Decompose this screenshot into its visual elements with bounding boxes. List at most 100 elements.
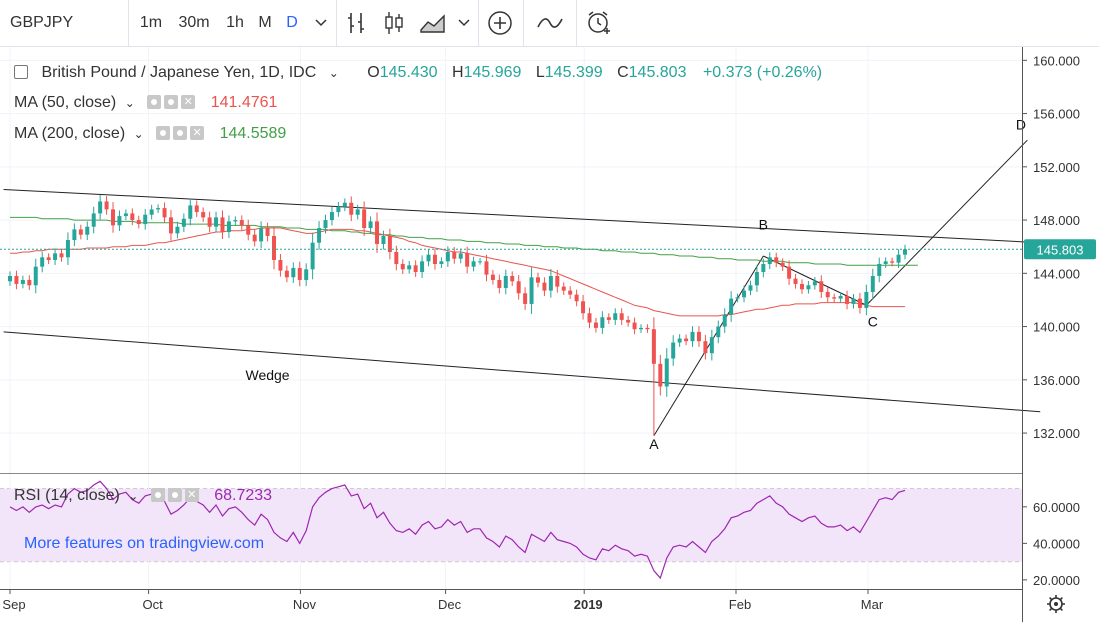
candle — [271, 226, 276, 270]
compare-icon[interactable] — [532, 0, 568, 46]
candle-body — [799, 283, 804, 290]
candle — [568, 286, 573, 299]
price-axis: 132.000 136.000 140.000 144.000 148.000 152.0… — [1022, 53, 1080, 441]
candle — [703, 334, 708, 360]
timeframe-30m[interactable]: 30m — [178, 14, 210, 31]
candle — [542, 277, 547, 296]
timeframe-1h[interactable]: 1h — [226, 14, 244, 31]
candle — [574, 289, 579, 307]
candle — [845, 290, 850, 310]
candle-body — [877, 263, 882, 276]
legend-high: 145.969 — [463, 64, 522, 81]
candle — [690, 326, 695, 347]
candle-body — [458, 253, 463, 259]
candle-body — [606, 317, 611, 320]
candle-body — [33, 266, 38, 286]
candle — [735, 293, 740, 303]
close-icon[interactable] — [184, 488, 199, 502]
candle-body — [780, 262, 785, 267]
legend-title: British Pound / Japanese Yen, 1D, IDC — [41, 64, 317, 81]
close-icon[interactable] — [190, 126, 205, 140]
close-icon[interactable] — [181, 95, 196, 109]
candle — [510, 271, 515, 286]
candle — [59, 249, 64, 262]
candle-body — [368, 221, 373, 229]
candle — [896, 249, 901, 268]
candle-body — [767, 257, 772, 264]
eye-icon[interactable] — [147, 95, 162, 109]
candle — [774, 252, 779, 268]
candle-body — [233, 220, 238, 222]
collapse-icon[interactable] — [14, 65, 28, 79]
chevron-down-icon[interactable] — [310, 0, 332, 46]
candle — [329, 206, 334, 226]
alert-clock-icon[interactable] — [584, 0, 614, 46]
candle — [600, 311, 605, 334]
chevron-down-icon[interactable]: ⌄ — [124, 96, 135, 110]
candle-body — [851, 298, 856, 304]
candle-body — [883, 261, 888, 264]
gear-icon[interactable] — [164, 95, 179, 109]
add-indicator-icon[interactable] — [486, 0, 514, 46]
candle-body — [78, 229, 83, 235]
candle-body — [870, 275, 875, 292]
candle-body — [27, 279, 32, 286]
candle-body — [149, 209, 154, 215]
candle — [400, 259, 405, 274]
candle-body — [310, 242, 315, 270]
candle — [181, 213, 186, 233]
chevron-down-icon[interactable] — [456, 0, 472, 46]
candle — [516, 274, 521, 300]
candle-body — [510, 275, 515, 282]
candle — [297, 261, 302, 287]
candle — [903, 244, 907, 260]
candle — [645, 324, 650, 333]
candle-body — [304, 269, 309, 280]
candle-body — [529, 277, 534, 304]
candle — [819, 275, 824, 298]
candle — [375, 212, 380, 254]
rsi-tick-label: 40.0000 — [1033, 536, 1080, 551]
chevron-down-icon[interactable]: ⌄ — [128, 489, 139, 503]
candle — [252, 229, 257, 247]
candle-body — [20, 279, 25, 284]
candle-body — [375, 221, 380, 245]
candle — [722, 308, 727, 333]
timeframe-day[interactable]: D — [286, 14, 298, 31]
eye-icon[interactable] — [156, 126, 171, 140]
candle — [780, 258, 785, 271]
candle — [677, 334, 682, 347]
top-toolbar: GBPJPY 1m 30m 1h M D — [0, 0, 1099, 47]
candle-body — [761, 263, 766, 272]
gear-icon[interactable] — [167, 488, 182, 502]
candle — [168, 210, 173, 241]
candle-body — [400, 263, 405, 270]
settings-gear-icon[interactable] — [1047, 595, 1065, 613]
toolbar-divider — [523, 0, 524, 46]
price-tick-label: 152.000 — [1033, 160, 1080, 175]
timeframe-month[interactable]: M — [258, 14, 272, 31]
candle — [130, 208, 135, 226]
rsi-label: RSI (14, close) — [14, 487, 120, 504]
price-chart[interactable]: Wedge A B C D 132.000 136.000 140.000 144.000 14… — [0, 47, 1099, 622]
candle — [98, 195, 103, 220]
bar-chart-icon[interactable] — [343, 0, 371, 46]
eye-icon[interactable] — [150, 488, 165, 502]
gear-icon[interactable] — [173, 126, 188, 140]
tradingview-link[interactable]: More features on tradingview.com — [24, 535, 265, 552]
candle-body — [46, 257, 51, 260]
chevron-down-icon[interactable]: ⌄ — [133, 127, 144, 141]
candle — [20, 275, 25, 289]
chevron-down-icon[interactable]: ⌄ — [328, 66, 339, 80]
candle-body — [677, 338, 682, 343]
candles-icon[interactable] — [380, 0, 408, 46]
candle-body — [639, 327, 644, 330]
area-chart-icon[interactable] — [418, 0, 448, 46]
candle-body — [503, 275, 508, 288]
timeframe-1m[interactable]: 1m — [139, 14, 163, 31]
symbol-search[interactable]: GBPJPY — [10, 14, 74, 31]
candle — [413, 260, 418, 277]
candle — [201, 207, 206, 223]
candle-body — [432, 254, 437, 264]
candle — [156, 204, 161, 214]
